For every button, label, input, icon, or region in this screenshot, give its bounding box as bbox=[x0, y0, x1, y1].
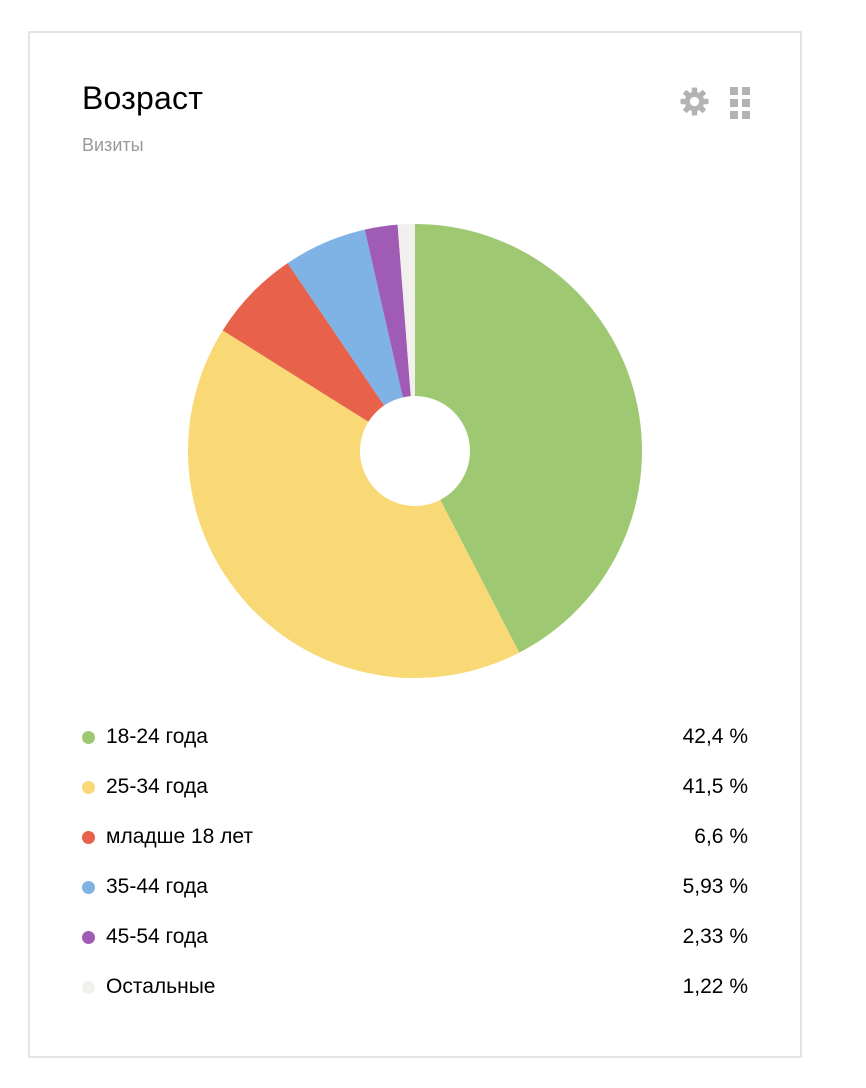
legend-row-4[interactable]: 45-54 года 2,33 % bbox=[82, 912, 748, 962]
widget-title: Возраст bbox=[82, 80, 204, 116]
legend-label: 45-54 года bbox=[106, 925, 208, 948]
legend-color-dot bbox=[82, 830, 95, 844]
pie-segment-4[interactable] bbox=[364, 224, 411, 398]
chart-area bbox=[82, 201, 748, 701]
legend-value: 1,22 % bbox=[682, 975, 748, 998]
legend-color-dot bbox=[82, 730, 95, 744]
legend-value: 41,5 % bbox=[682, 775, 748, 798]
grid-drag-handle-icon bbox=[730, 87, 750, 119]
legend-value: 2,33 % bbox=[682, 925, 748, 948]
age-widget-card: Возраст Визиты bbox=[28, 31, 802, 1058]
drag-handle[interactable] bbox=[730, 87, 750, 119]
legend: 18-24 года 42,4 % 25-34 года 41,5 % младше 1… bbox=[82, 712, 748, 1012]
pie-segment-2[interactable] bbox=[222, 263, 385, 422]
gear-icon bbox=[679, 86, 710, 120]
legend-row-0[interactable]: 18-24 года 42,4 % bbox=[82, 712, 748, 762]
pie-segment-0[interactable] bbox=[415, 224, 642, 653]
legend-color-dot bbox=[82, 780, 95, 794]
pie-segment-1[interactable] bbox=[187, 330, 520, 679]
legend-color-dot bbox=[82, 880, 95, 894]
donut-chart bbox=[187, 224, 642, 679]
legend-color-dot bbox=[82, 980, 95, 994]
legend-row-2[interactable]: младше 18 лет 6,6 % bbox=[82, 812, 748, 862]
widget-controls bbox=[679, 86, 750, 120]
legend-color-dot bbox=[82, 930, 95, 944]
widget-subtitle: Визиты bbox=[82, 135, 144, 155]
pie-segment-3[interactable] bbox=[287, 229, 403, 406]
legend-label: 35-44 года bbox=[106, 875, 208, 898]
legend-label: 25-34 года bbox=[106, 775, 208, 798]
legend-value: 6,6 % bbox=[694, 825, 748, 848]
legend-value: 42,4 % bbox=[682, 725, 748, 748]
legend-row-3[interactable]: 35-44 года 5,93 % bbox=[82, 862, 748, 912]
pie-segment-5[interactable] bbox=[397, 224, 415, 397]
legend-label: 18-24 года bbox=[106, 725, 208, 748]
legend-label: младше 18 лет bbox=[106, 825, 254, 848]
legend-label: Остальные bbox=[106, 975, 216, 998]
legend-value: 5,93 % bbox=[682, 875, 748, 898]
legend-row-5[interactable]: Остальные 1,22 % bbox=[82, 962, 748, 1012]
settings-button[interactable] bbox=[679, 86, 710, 120]
legend-row-1[interactable]: 25-34 года 41,5 % bbox=[82, 762, 748, 812]
